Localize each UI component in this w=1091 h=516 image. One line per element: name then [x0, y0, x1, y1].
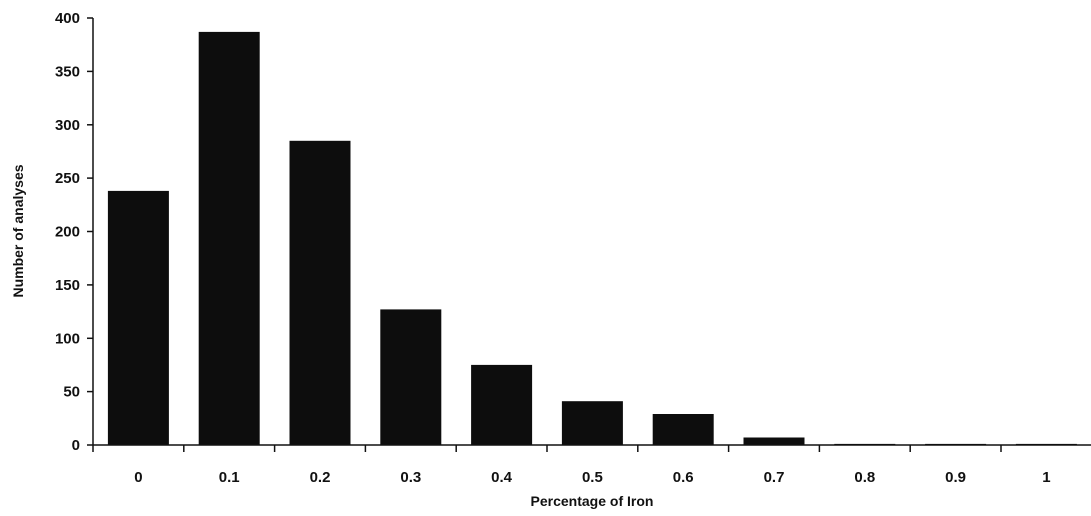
x-axis-title: Percentage of Iron — [531, 493, 654, 509]
bar-0.6 — [652, 414, 714, 445]
y-tick-label-350: 350 — [55, 63, 80, 80]
x-tick-label-0.2: 0.2 — [310, 469, 331, 486]
y-tick-label-100: 100 — [55, 330, 80, 347]
y-tick-label-0: 0 — [72, 437, 80, 454]
y-tick-label-250: 250 — [55, 170, 80, 187]
bar-0.1 — [198, 31, 260, 446]
x-tick-label-0.8: 0.8 — [854, 469, 875, 486]
x-tick-label-0.3: 0.3 — [400, 469, 421, 486]
y-axis-title: Number of analyses — [10, 164, 26, 297]
y-tick-label-200: 200 — [55, 224, 80, 241]
x-tick-label-0: 0 — [134, 469, 142, 486]
y-tick-label-150: 150 — [55, 277, 80, 294]
y-tick-label-400: 400 — [55, 10, 80, 27]
bar-0 — [107, 190, 169, 445]
y-tick-label-300: 300 — [55, 117, 80, 134]
bars-group — [107, 31, 1077, 446]
x-tick-label-0.5: 0.5 — [582, 469, 603, 486]
y-tick-label-50: 50 — [63, 384, 80, 401]
x-tick-label-0.1: 0.1 — [219, 469, 240, 486]
bar-0.5 — [561, 401, 623, 445]
bar-0.7 — [743, 437, 805, 445]
x-tick-label-0.6: 0.6 — [673, 469, 694, 486]
x-tick-label-0.7: 0.7 — [764, 469, 785, 486]
labels-group: 0 0.1 0.2 0.3 0.4 0.5 0.6 0.7 0.8 0.9 1 0 50 100 150 20… — [55, 10, 1051, 486]
x-tick-label-0.4: 0.4 — [491, 469, 513, 486]
bar-0.2 — [289, 140, 351, 446]
bar-0.3 — [380, 309, 442, 445]
x-tick-label-1: 1 — [1042, 469, 1050, 486]
x-tick-label-0.9: 0.9 — [945, 469, 966, 486]
bar-0.4 — [471, 364, 533, 445]
axes-group — [87, 17, 1091, 452]
